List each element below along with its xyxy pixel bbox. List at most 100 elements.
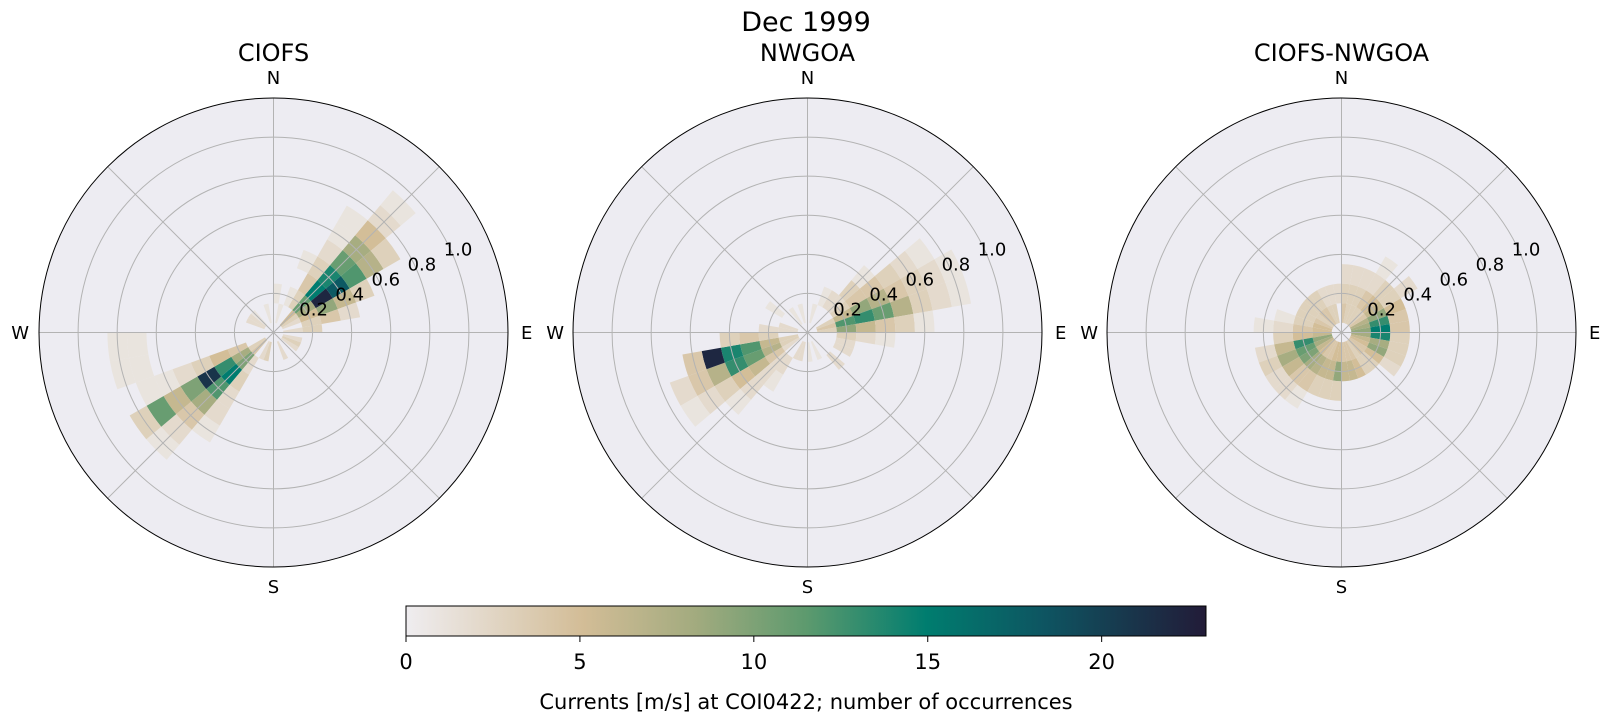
histogram-cell <box>1312 334 1333 343</box>
radial-tick-label: 0.2 <box>1367 300 1396 321</box>
histogram-cell <box>1389 332 1410 345</box>
histogram-cell <box>1349 317 1370 330</box>
histogram-cell <box>1326 340 1339 361</box>
histogram-cell <box>815 317 836 330</box>
histogram-cell <box>229 369 250 392</box>
histogram-cell <box>832 308 854 323</box>
histogram-cell <box>740 340 762 356</box>
histogram-cell <box>779 335 800 348</box>
histogram-cell <box>325 275 350 299</box>
histogram-cell <box>1341 264 1354 285</box>
histogram-cell <box>894 313 915 333</box>
histogram-cell <box>283 327 303 333</box>
histogram-cell <box>797 341 806 362</box>
histogram-cell <box>227 342 249 357</box>
histogram-cell <box>370 238 401 269</box>
histogram-cell <box>310 288 333 309</box>
histogram-cell <box>788 307 803 326</box>
histogram-cell <box>883 278 909 303</box>
polar-plot-area: 0.2 0.4 0.6 0.8 1.0 <box>572 97 1043 568</box>
histogram-cell <box>1350 322 1371 331</box>
radial-tick-label: 0.4 <box>869 285 898 306</box>
histogram-cell <box>816 322 837 331</box>
histogram-cell <box>1346 307 1361 326</box>
histogram-cell <box>739 332 760 345</box>
histogram-cell <box>1274 340 1296 356</box>
histogram-cell <box>748 356 771 377</box>
histogram-cell <box>172 362 198 387</box>
compass-label-n: N <box>1335 68 1348 89</box>
compass-label-s: S <box>802 577 813 598</box>
colorbar: 0 5 10 15 20 Currents [m/s] at COI0422; numb… <box>399 605 1207 714</box>
histogram-cell <box>765 347 786 364</box>
colorbar-tick-label: 5 <box>573 650 586 674</box>
histogram-cell <box>1273 320 1294 333</box>
histogram-cell <box>283 286 298 308</box>
histogram-cell <box>1331 341 1340 362</box>
histogram-cell <box>1348 337 1367 352</box>
histogram-cell <box>288 290 305 311</box>
histogram-cell <box>1378 356 1401 377</box>
compass-label-w: W <box>1080 323 1098 344</box>
histogram-cell <box>829 301 850 318</box>
histogram-cell <box>135 375 164 406</box>
histogram-cell <box>1358 268 1376 291</box>
polar-frame <box>1106 97 1577 568</box>
histogram-cell <box>204 399 230 426</box>
histogram-cell <box>242 354 259 375</box>
histogram-cell <box>214 356 237 377</box>
histogram-cell <box>1343 341 1352 362</box>
radial-tick-label: 0.2 <box>299 300 328 321</box>
histogram-cell <box>853 309 875 325</box>
histogram-cell <box>782 337 801 352</box>
histogram-cell <box>1336 342 1342 362</box>
histogram-cell <box>337 205 368 236</box>
histogram-cell <box>231 347 252 364</box>
radial-tick-label: 1.0 <box>444 240 473 261</box>
histogram-cell <box>275 303 284 324</box>
angular-grid-line <box>1175 166 1342 333</box>
histogram-cell <box>1341 342 1347 362</box>
histogram-cell <box>315 298 338 316</box>
histogram-cell <box>1312 322 1333 331</box>
histogram-cell <box>778 322 799 331</box>
radial-tick-label: 1.0 <box>1512 240 1541 261</box>
histogram-cell <box>1346 339 1361 358</box>
histogram-cell <box>1351 327 1371 333</box>
histogram-cell <box>245 317 266 330</box>
histogram-cell <box>669 375 698 406</box>
histogram-cell <box>1316 337 1335 352</box>
colorbar-tick-label: 0 <box>399 650 412 674</box>
histogram-cell <box>890 295 914 318</box>
angular-grid-line <box>273 166 440 333</box>
histogram-cell <box>276 340 289 361</box>
polar-frame <box>572 97 1043 568</box>
histogram-cell <box>209 349 232 367</box>
histogram-cell <box>1363 301 1384 318</box>
histogram-cell <box>126 332 149 358</box>
histogram-cell <box>765 301 786 318</box>
histogram-cell <box>1366 308 1388 323</box>
histogram-cell <box>1343 303 1352 324</box>
histogram-cell <box>1329 380 1342 401</box>
histogram-cell <box>340 263 367 289</box>
panel-title: CIOFS <box>238 39 309 67</box>
histogram-cell <box>797 303 806 324</box>
panel-title: CIOFS-NWGOA <box>1254 39 1430 67</box>
histogram-cell <box>1313 335 1334 348</box>
histogram-cell <box>849 298 872 316</box>
angular-grid-line <box>1175 332 1342 499</box>
histogram-cell <box>1295 308 1317 323</box>
angular-grid-line <box>273 332 440 499</box>
histogram-cell <box>1316 313 1335 328</box>
compass-label-e: E <box>1589 323 1600 344</box>
histogram-cell <box>1284 384 1308 409</box>
histogram-cell <box>1366 342 1388 357</box>
panel-title: NWGOA <box>760 39 856 67</box>
histogram-cell <box>859 275 884 299</box>
histogram-cell <box>1365 273 1386 296</box>
compass-label-s: S <box>268 577 279 598</box>
histogram-cell <box>810 340 823 361</box>
histogram-cell <box>1350 334 1371 343</box>
histogram-cell <box>280 337 299 352</box>
